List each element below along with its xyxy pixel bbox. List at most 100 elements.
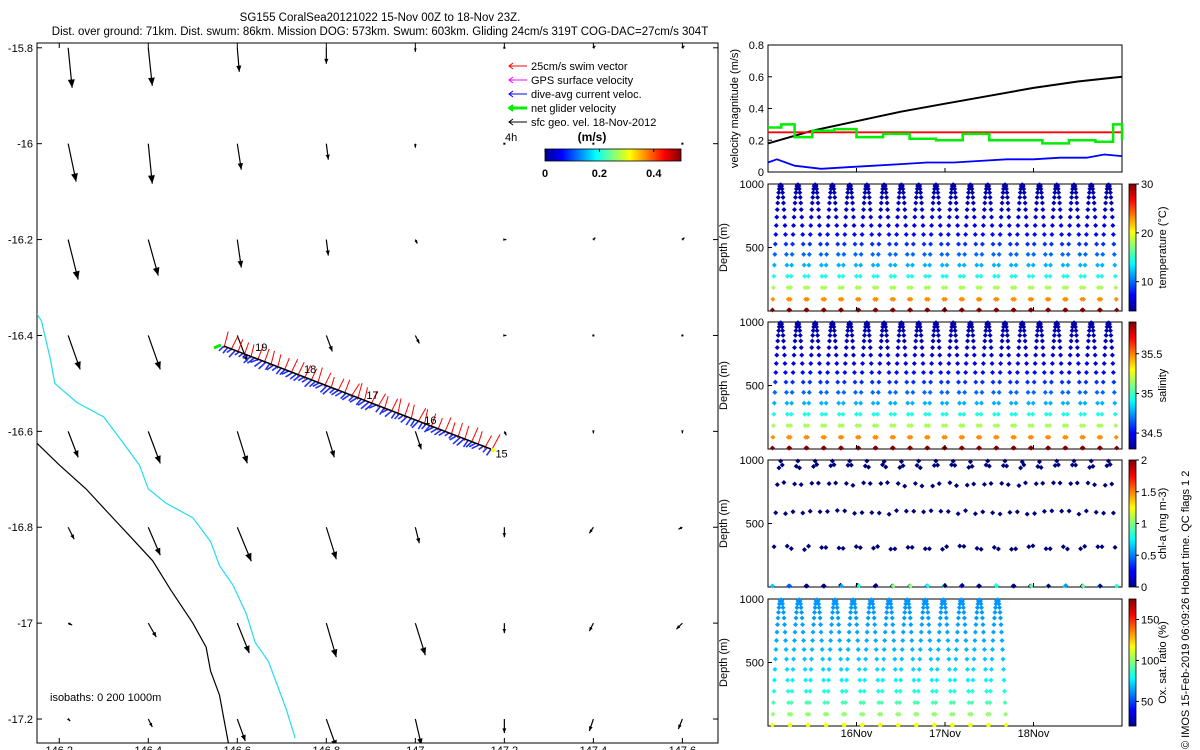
colorbar-label: chl-a (mg m-3) — [1157, 488, 1169, 560]
current-vector — [340, 392, 347, 400]
profile-point — [839, 688, 845, 694]
profile-point — [1038, 328, 1044, 334]
current-vector — [438, 430, 446, 437]
y-axis-label: Depth (m) — [718, 361, 730, 410]
profile-point — [1078, 273, 1084, 279]
profile-point — [776, 190, 782, 196]
profile-point — [928, 231, 934, 237]
profile-point — [866, 609, 872, 615]
profile-point — [911, 222, 917, 228]
profile-point — [802, 423, 808, 429]
profile-point — [937, 615, 943, 621]
profile-point — [960, 434, 966, 440]
profile-point — [961, 262, 967, 268]
vector-head — [154, 361, 161, 370]
profile-point — [913, 332, 919, 338]
profile-point — [895, 352, 901, 358]
profile-point — [939, 400, 945, 406]
profile-point — [983, 688, 989, 694]
track-end-marker — [491, 448, 495, 453]
profile-point — [1093, 231, 1099, 237]
profile-point — [819, 423, 825, 429]
profile-point — [815, 194, 821, 200]
profile-point — [861, 338, 867, 344]
profile-point — [956, 609, 962, 615]
profile-point — [888, 605, 894, 611]
profile-point — [1076, 231, 1082, 237]
profile-point — [994, 296, 1000, 302]
profile-point — [1031, 251, 1037, 257]
profile-point — [1009, 423, 1015, 429]
profile-point — [1110, 360, 1116, 366]
profile-point — [902, 609, 908, 615]
swim-vector — [443, 417, 452, 434]
profile-point — [793, 190, 799, 196]
vector-head — [328, 345, 333, 352]
profile-point — [1051, 194, 1057, 200]
profile-point — [945, 241, 951, 247]
swim-vector — [403, 402, 410, 418]
current-vector — [246, 357, 255, 364]
profile-point — [783, 389, 789, 395]
profile-point — [873, 582, 879, 588]
profile-point — [904, 389, 910, 395]
profile-point — [938, 609, 944, 615]
profile-point — [1032, 510, 1038, 516]
profile-point — [836, 411, 842, 417]
profile-point — [797, 328, 803, 334]
profile-point — [1097, 307, 1103, 313]
profile-point — [797, 194, 803, 200]
profile-point — [911, 688, 917, 694]
y-tick-label: -16.4 — [8, 330, 33, 342]
profile-point — [980, 222, 986, 228]
profile-point — [857, 285, 863, 291]
profile-point — [874, 411, 880, 417]
profile-point — [928, 508, 934, 514]
profile-point — [874, 666, 880, 672]
profile-point — [948, 328, 954, 334]
profile-point — [905, 411, 911, 417]
colorbar-label: Ox. sat. ratio (%) — [1157, 621, 1169, 704]
profile-point — [821, 307, 827, 313]
profile-point — [875, 262, 881, 268]
profile-point — [1083, 231, 1089, 237]
profile-point — [871, 285, 877, 291]
profile-point — [847, 615, 853, 621]
profile-point — [992, 423, 998, 429]
profile-point — [773, 637, 779, 643]
profile-point — [822, 285, 828, 291]
profile-point — [1090, 463, 1096, 469]
profile-point — [770, 711, 776, 717]
profile-point — [1080, 583, 1086, 589]
vector-head — [154, 547, 161, 556]
profile-point — [1113, 434, 1119, 440]
profile-point — [1103, 332, 1109, 338]
profile-point — [907, 583, 913, 589]
profile-point — [805, 411, 811, 417]
profile-point — [1093, 369, 1099, 375]
profile-point — [1069, 194, 1075, 200]
profile-point — [937, 214, 943, 220]
profile-point — [807, 379, 813, 385]
profile-point — [1033, 345, 1039, 351]
profile-point — [1046, 296, 1052, 302]
current-vector — [258, 361, 267, 370]
vector-head — [240, 734, 246, 742]
profile-point — [917, 186, 923, 192]
profile-point — [784, 656, 790, 662]
profile-point — [819, 544, 825, 550]
profile-point — [955, 369, 961, 375]
profile-point — [944, 400, 950, 406]
profile-point — [1057, 207, 1063, 213]
profile-point — [927, 251, 933, 257]
profile-point — [831, 324, 837, 330]
profile-point — [884, 194, 890, 200]
profile-point — [873, 646, 879, 652]
profile-point — [1017, 194, 1023, 200]
profile-point — [792, 481, 798, 487]
profile-point — [858, 700, 864, 706]
profile-point — [1076, 379, 1082, 385]
profile-point — [820, 656, 826, 662]
time-tick-label: 17Nov — [929, 728, 961, 740]
profile-point — [873, 434, 879, 440]
